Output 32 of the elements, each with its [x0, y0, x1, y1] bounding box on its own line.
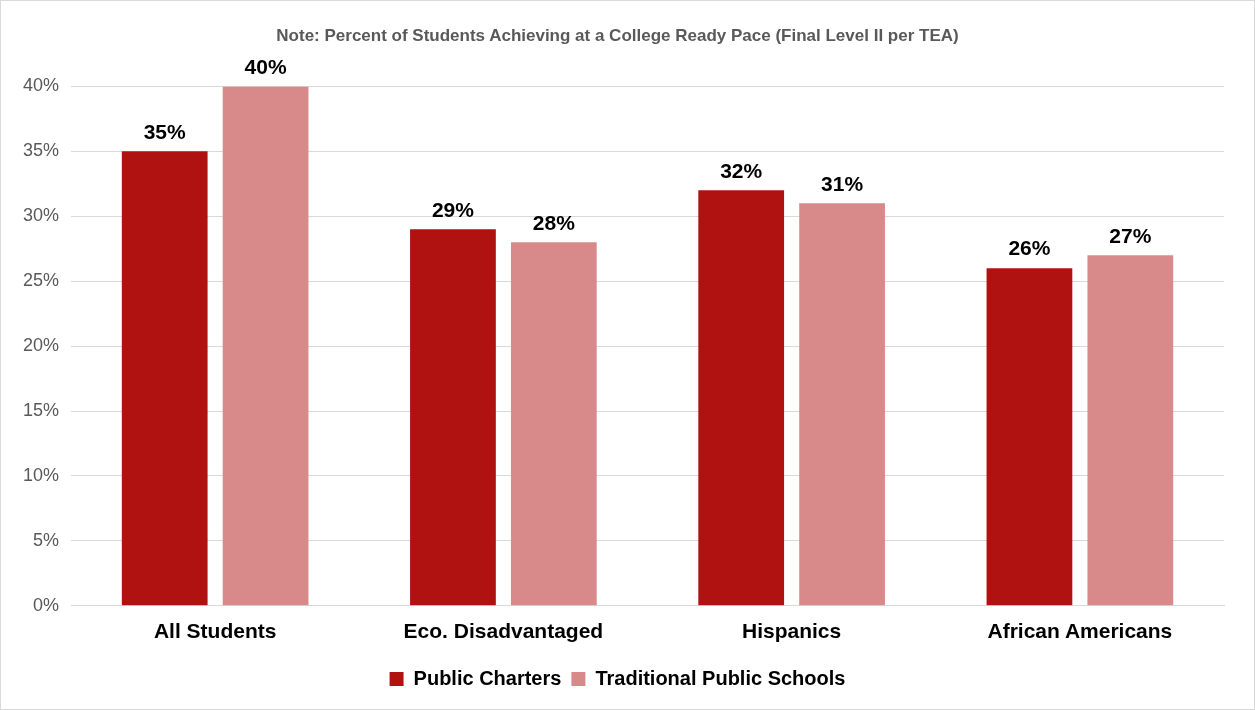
y-tick-label: 35% — [23, 140, 60, 161]
y-tick-label: 5% — [33, 529, 60, 550]
y-tick-label: 0% — [33, 594, 60, 615]
legend-label: Public Charters — [413, 666, 562, 689]
bar — [1087, 255, 1174, 606]
data-label: 26% — [1008, 236, 1051, 260]
x-tick-label: African Americans — [987, 619, 1173, 643]
y-tick-label: 20% — [23, 335, 60, 356]
data-label: 27% — [1109, 223, 1152, 247]
y-tick-label: 40% — [23, 75, 60, 96]
legend-label: Traditional Public Schools — [595, 666, 846, 689]
bar — [222, 86, 309, 606]
bar — [510, 242, 597, 606]
data-label: 29% — [431, 197, 475, 221]
data-label: 32% — [720, 158, 763, 182]
y-tick-label: 25% — [23, 270, 60, 291]
chart-title: Note: Percent of Students Achieving at a College Ready Pace (Final Level II per TEA) — [276, 25, 959, 45]
bar — [799, 203, 885, 606]
y-tick-label: 30% — [23, 205, 60, 226]
data-label: 31% — [821, 171, 864, 195]
x-tick-label: Eco. Disadvantaged — [403, 619, 604, 643]
y-tick-label: 15% — [23, 399, 60, 420]
bar — [410, 229, 496, 606]
data-label: 40% — [244, 54, 287, 78]
bar — [121, 151, 208, 606]
y-tick-label: 10% — [23, 464, 60, 485]
bar — [698, 190, 785, 606]
bar — [986, 268, 1073, 606]
data-label: 35% — [143, 119, 187, 143]
data-label: 28% — [532, 210, 576, 234]
x-tick-label: Hispanics — [742, 619, 842, 643]
x-tick-label: All Students — [153, 619, 277, 643]
